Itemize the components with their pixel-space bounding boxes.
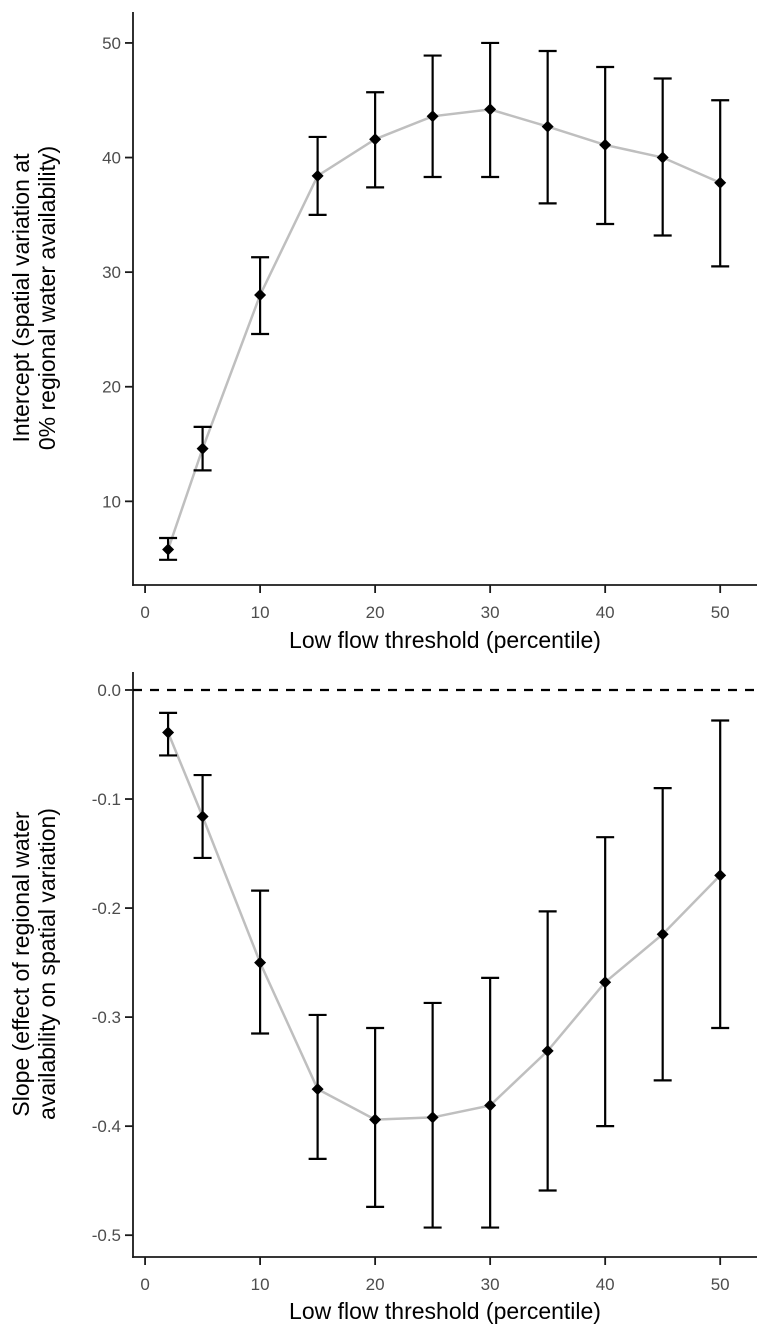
data-point xyxy=(541,120,554,133)
trend-line xyxy=(166,108,721,550)
data-point xyxy=(369,1113,382,1126)
data-point xyxy=(426,1111,439,1124)
x-tick-label: 20 xyxy=(366,603,385,622)
intercept-panel: Low flow threshold (percentile) Intercep… xyxy=(0,0,768,660)
slope-panel: Low flow threshold (percentile) Slope (e… xyxy=(0,660,768,1344)
x-tick-label: 50 xyxy=(711,603,730,622)
y-tick-label: 0.0 xyxy=(97,681,121,700)
y-tick-label: -0.3 xyxy=(92,1008,121,1027)
data-point xyxy=(484,1099,497,1112)
data-point xyxy=(714,869,727,882)
data-point xyxy=(656,928,669,941)
x-tick-label: 10 xyxy=(251,603,270,622)
y-tick-label: 50 xyxy=(102,34,121,53)
x-tick-label: 50 xyxy=(711,1275,730,1294)
data-point xyxy=(311,1083,324,1096)
slope-plot: Low flow threshold (percentile) Slope (e… xyxy=(8,672,757,1324)
intercept-plot: Low flow threshold (percentile) Intercep… xyxy=(8,12,757,653)
y-axis-title-line1: Slope (effect of regional water xyxy=(8,811,34,1116)
y-tick-label: -0.4 xyxy=(92,1117,121,1136)
y-tick-label: -0.2 xyxy=(92,899,121,918)
x-tick-label: 30 xyxy=(481,1275,500,1294)
data-point xyxy=(541,1044,554,1057)
y-axis-title-line2: availability on spatial variation) xyxy=(34,808,60,1120)
x-tick-label: 20 xyxy=(366,1275,385,1294)
data-point xyxy=(196,442,209,455)
data-point xyxy=(311,169,324,182)
data-point xyxy=(426,110,439,123)
y-tick-label: 20 xyxy=(102,378,121,397)
data-point xyxy=(162,726,175,739)
data-point xyxy=(369,133,382,146)
x-axis-title: Low flow threshold (percentile) xyxy=(289,1298,601,1324)
data-point xyxy=(196,810,209,823)
data-point xyxy=(254,956,267,969)
x-tick-label: 40 xyxy=(596,1275,615,1294)
x-tick-label: 10 xyxy=(251,1275,270,1294)
data-point xyxy=(484,103,497,116)
x-tick-label: 40 xyxy=(596,603,615,622)
y-tick-label: -0.5 xyxy=(92,1226,121,1245)
x-tick-label: 0 xyxy=(140,603,149,622)
data-point xyxy=(599,976,612,989)
x-tick-label: 0 xyxy=(140,1275,149,1294)
y-tick-label: -0.1 xyxy=(92,790,121,809)
data-point xyxy=(599,138,612,151)
data-point xyxy=(714,176,727,189)
data-point xyxy=(656,151,669,164)
y-tick-label: 40 xyxy=(102,149,121,168)
y-tick-label: 10 xyxy=(102,492,121,511)
x-axis-title: Low flow threshold (percentile) xyxy=(289,627,601,653)
data-point xyxy=(162,543,175,556)
y-tick-label: 30 xyxy=(102,263,121,282)
trend-line xyxy=(166,732,722,1121)
y-axis-title-line2: 0% regional water availability) xyxy=(34,146,60,450)
x-tick-label: 30 xyxy=(481,603,500,622)
data-point xyxy=(254,289,267,302)
y-axis-title-line1: Intercept (spatial variation at xyxy=(8,153,34,443)
